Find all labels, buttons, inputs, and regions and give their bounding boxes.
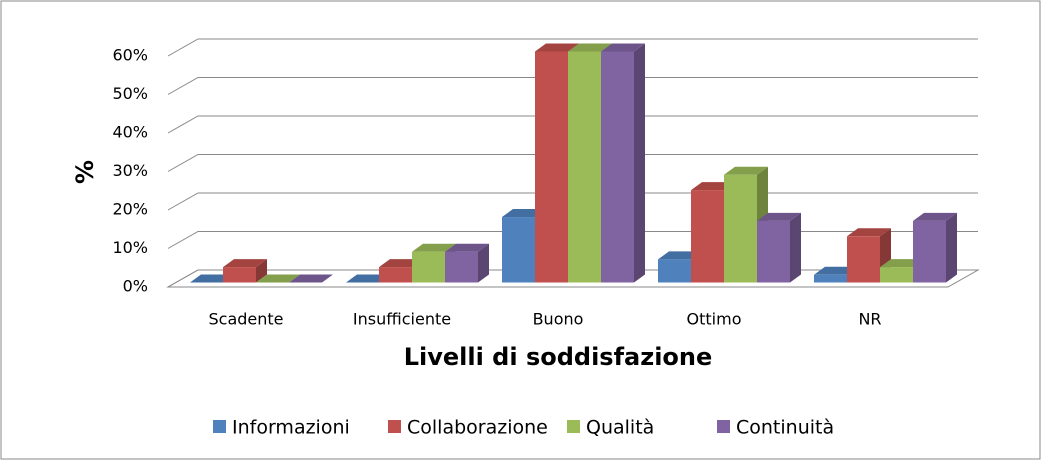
y-tick-label: 30% [112,161,148,180]
y-tick-label: 0% [123,277,148,296]
bar [724,174,757,283]
bar [379,267,412,283]
legend-label: Collaborazione [407,417,548,439]
x-tick-label: NR [858,310,881,329]
x-axis-title: Livelli di soddisfazione [404,343,713,371]
bar-side [478,243,489,283]
bar [535,51,568,283]
x-tick-label: Ottimo [687,310,742,329]
bar-top [757,212,801,221]
legend-label: Informazioni [232,417,350,439]
x-tick-label: Scadente [208,310,283,329]
bar-top [445,243,489,252]
bar-side [256,259,267,283]
bar-top [847,228,891,237]
legend-label: Continuità [736,417,834,439]
bar-top [601,43,645,52]
bar-top [913,212,957,221]
bar [757,220,790,283]
grid-line [167,77,978,95]
bar [502,217,535,283]
grid-line [167,115,978,134]
grid-line [167,154,978,172]
y-tick-label: 40% [112,123,148,142]
y-tick-label: 20% [112,200,148,219]
bar [601,51,634,283]
y-tick-label: 60% [112,46,148,65]
legend-swatch [388,420,401,433]
bar-side [634,43,645,283]
legend-swatch [567,420,580,433]
bar [880,267,913,283]
grid-line [167,38,978,57]
bar [913,220,946,283]
bar-top [568,43,612,52]
legend-swatch [717,420,730,433]
bar-top [412,243,456,252]
bar-side [790,212,801,283]
bar-top [223,259,267,268]
legend-swatch [213,420,226,433]
y-axis-title: % [71,160,99,184]
legend-label: Qualità [586,417,654,439]
x-tick-label: Buono [533,310,584,329]
bar [445,251,478,283]
bar-top [256,274,300,283]
bar-top [289,274,333,283]
bar [814,274,847,283]
bar [691,190,724,283]
bar-top [724,166,768,175]
bar-side [946,212,957,283]
bar [847,236,880,283]
x-tick-label: Insufficiente [353,310,451,329]
bar [223,267,256,283]
y-tick-label: 50% [112,84,148,103]
bar-top [535,43,579,52]
y-tick-label: 10% [112,238,148,257]
bar [568,51,601,283]
bar [658,259,691,283]
bar [412,251,445,283]
